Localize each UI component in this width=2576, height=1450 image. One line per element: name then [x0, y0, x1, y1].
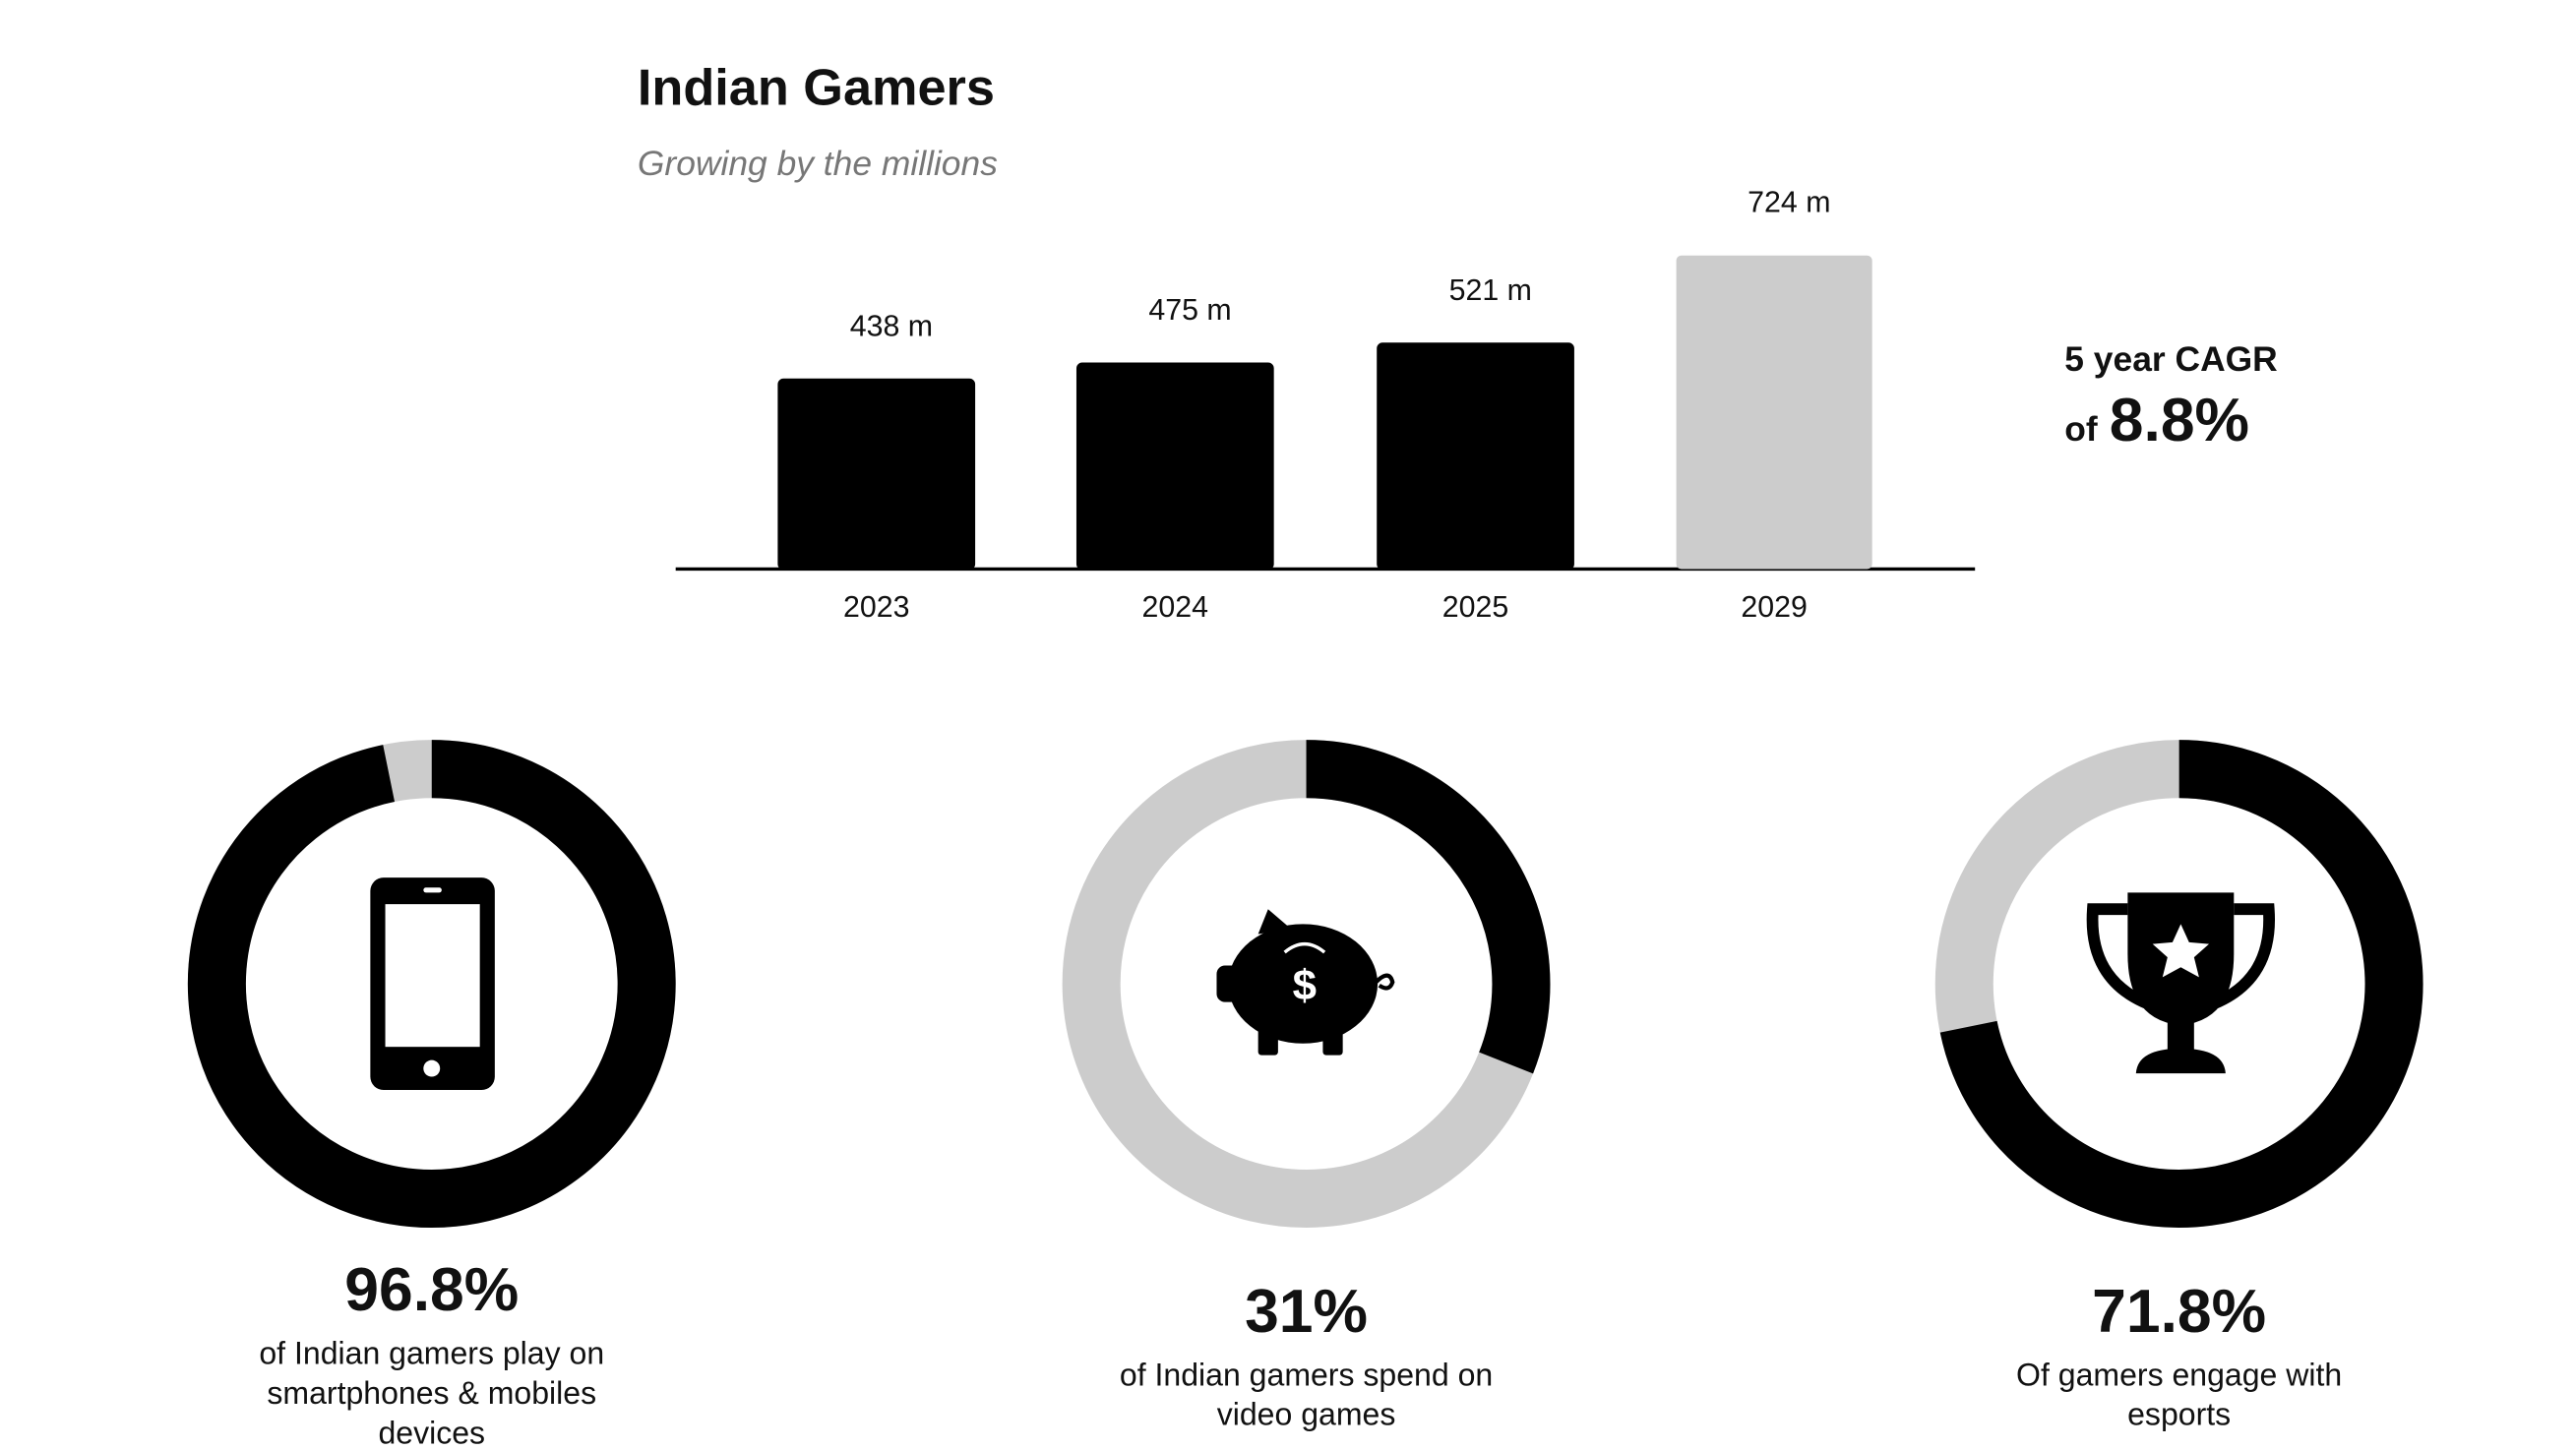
- x-tick-label: 2024: [1142, 591, 1209, 624]
- x-tick-label: 2029: [1741, 591, 1808, 624]
- caption: smartphones & mobiles: [267, 1375, 596, 1411]
- donut-arc: [187, 740, 676, 1228]
- percent-label: 31%: [1245, 1278, 1368, 1346]
- trophy-icon: [2086, 892, 2276, 1074]
- phone-icon: [370, 877, 495, 1091]
- value-label: 724 m: [1748, 186, 1830, 218]
- value-label: 475 m: [1148, 294, 1231, 327]
- value-label: 438 m: [850, 310, 933, 342]
- bar: [1377, 342, 1574, 571]
- piggy-bank-icon: $: [1216, 909, 1395, 1056]
- caption: video games: [1217, 1397, 1396, 1432]
- caption: of Indian gamers play on: [259, 1335, 604, 1370]
- chart-title: Indian Gamers: [638, 60, 995, 117]
- chart-subtitle: Growing by the millions: [638, 144, 998, 183]
- value-label: 521 m: [1449, 274, 1532, 307]
- donut-arc: [1306, 740, 1551, 1074]
- caption: Of gamers engage with: [2016, 1357, 2342, 1392]
- bar: [1075, 362, 1274, 571]
- caption: devices: [378, 1415, 485, 1450]
- caption: esports: [2127, 1397, 2231, 1432]
- annotation-line: 5 year CAGR: [2064, 339, 2277, 379]
- caption: of Indian gamers spend on: [1120, 1357, 1493, 1392]
- percent-label: 96.8%: [344, 1256, 519, 1324]
- annotation-value: 8.8%: [2110, 387, 2249, 454]
- percent-label: 71.8%: [2092, 1278, 2266, 1346]
- donut-arc: [1939, 740, 2423, 1228]
- annotation-prefix: of: [2064, 409, 2098, 449]
- bar: [777, 378, 976, 571]
- x-tick-label: 2025: [1442, 591, 1509, 624]
- x-tick-label: 2023: [843, 591, 910, 624]
- bar: [1676, 255, 1872, 570]
- dollar-sign: $: [1293, 962, 1317, 1010]
